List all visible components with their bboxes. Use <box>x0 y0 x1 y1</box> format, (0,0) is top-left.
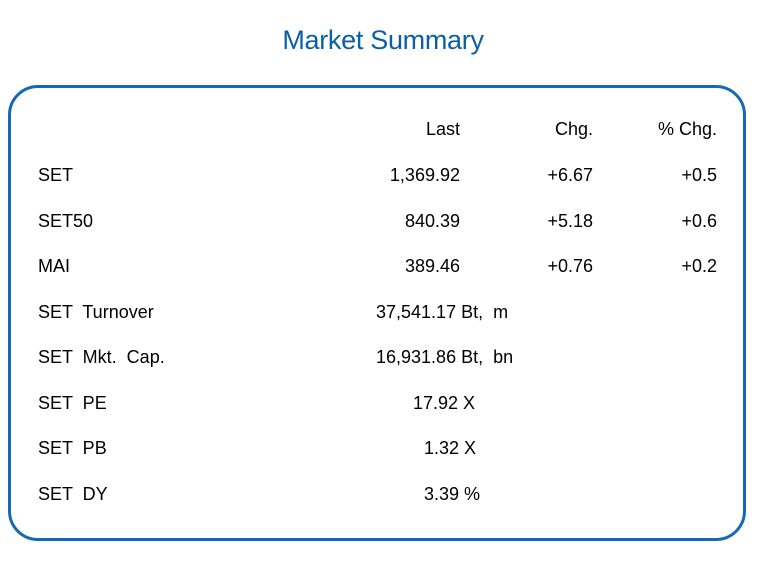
market-summary-panel <box>8 85 746 541</box>
header-chg: Chg. <box>554 119 593 139</box>
row-pct-mai: +0.2 <box>681 256 717 276</box>
header-last: Last <box>425 119 460 139</box>
row-value-mkt-cap: 16,931.86 Bt, bn <box>376 347 514 367</box>
row-label-set: SET <box>38 165 74 185</box>
row-label-pe: SET PE <box>38 393 107 413</box>
row-last-set50: 840.39 <box>404 211 460 231</box>
header-pct-chg: % Chg. <box>657 119 717 139</box>
row-label-pb: SET PB <box>38 438 107 458</box>
row-chg-set50: +5.18 <box>547 211 593 231</box>
row-value-pe: 17.92 X <box>413 393 476 413</box>
row-last-set: 1,369.92 <box>389 165 460 185</box>
row-label-turnover: SET Turnover <box>38 302 154 322</box>
row-value-dy: 3.39 % <box>424 484 481 504</box>
row-value-turnover: 37,541.17 Bt, m <box>376 302 509 322</box>
row-chg-mai: +0.76 <box>547 256 593 276</box>
row-label-set50: SET50 <box>38 211 94 231</box>
page-title: Market Summary <box>282 25 484 55</box>
row-label-mai: MAI <box>38 256 71 276</box>
row-pct-set: +0.5 <box>681 165 717 185</box>
row-label-mkt-cap: SET Mkt. Cap. <box>38 347 165 367</box>
row-chg-set: +6.67 <box>547 165 593 185</box>
row-pct-set50: +0.6 <box>681 211 717 231</box>
row-last-mai: 389.46 <box>404 256 460 276</box>
row-value-pb: 1.32 X <box>424 438 477 458</box>
row-label-dy: SET DY <box>38 484 108 504</box>
